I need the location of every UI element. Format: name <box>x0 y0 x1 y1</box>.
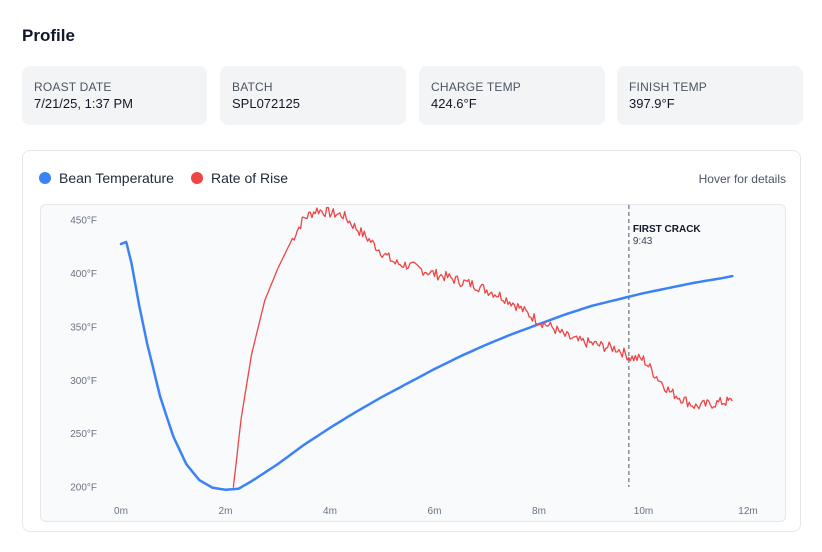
hover-hint: Hover for details <box>698 172 786 186</box>
x-tick-label: 10m <box>634 506 653 517</box>
stat-label: ROAST DATE <box>34 80 112 94</box>
stat-card-charge-temp: CHARGE TEMP 424.6°F <box>419 66 605 125</box>
x-tick-label: 0m <box>114 506 128 517</box>
stat-value: 397.9°F <box>629 96 675 111</box>
legend-label: Rate of Rise <box>211 170 289 186</box>
first-crack-label: FIRST CRACK <box>633 224 702 235</box>
stat-label: FINISH TEMP <box>629 80 707 94</box>
legend-dot-blue <box>39 172 51 184</box>
stat-value: 7/21/25, 1:37 PM <box>34 96 134 111</box>
y-tick-label: 450°F <box>70 215 97 226</box>
stat-value: SPL072125 <box>232 96 300 111</box>
rate-of-rise-line <box>232 206 733 488</box>
x-tick-label: 2m <box>219 506 233 517</box>
legend-item-bean-temperature[interactable]: Bean Temperature <box>39 170 174 186</box>
stat-value: 424.6°F <box>431 96 477 111</box>
y-tick-label: 200°F <box>70 483 97 494</box>
x-tick-label: 4m <box>323 506 337 517</box>
legend-label: Bean Temperature <box>59 170 174 186</box>
x-tick-label: 12m <box>738 506 757 517</box>
y-tick-label: 400°F <box>70 269 97 280</box>
legend-item-rate-of-rise[interactable]: Rate of Rise <box>191 170 288 186</box>
y-tick-label: 300°F <box>70 376 97 387</box>
plot-area[interactable]: 200°F 250°F 300°F 350°F 400°F 450°F 0m 2m 4m 6m 8m… <box>40 204 786 522</box>
x-tick-label: 8m <box>532 506 546 517</box>
y-tick-label: 350°F <box>70 322 97 333</box>
stat-card-roast-date: ROAST DATE 7/21/25, 1:37 PM <box>22 66 207 125</box>
y-tick-label: 250°F <box>70 429 97 440</box>
chart-svg: 200°F 250°F 300°F 350°F 400°F 450°F 0m 2m 4m 6m 8m… <box>70 205 758 517</box>
chart-card: Bean Temperature Rate of Rise Hover for … <box>22 150 801 532</box>
legend-dot-red <box>191 172 203 184</box>
stat-label: BATCH <box>232 80 273 94</box>
page-title: Profile <box>22 26 75 45</box>
stat-label: CHARGE TEMP <box>431 80 521 94</box>
x-tick-label: 6m <box>428 506 442 517</box>
stat-card-finish-temp: FINISH TEMP 397.9°F <box>617 66 803 125</box>
first-crack-time: 9:43 <box>633 236 653 247</box>
bean-temperature-line <box>119 240 734 492</box>
stat-card-batch: BATCH SPL072125 <box>220 66 406 125</box>
